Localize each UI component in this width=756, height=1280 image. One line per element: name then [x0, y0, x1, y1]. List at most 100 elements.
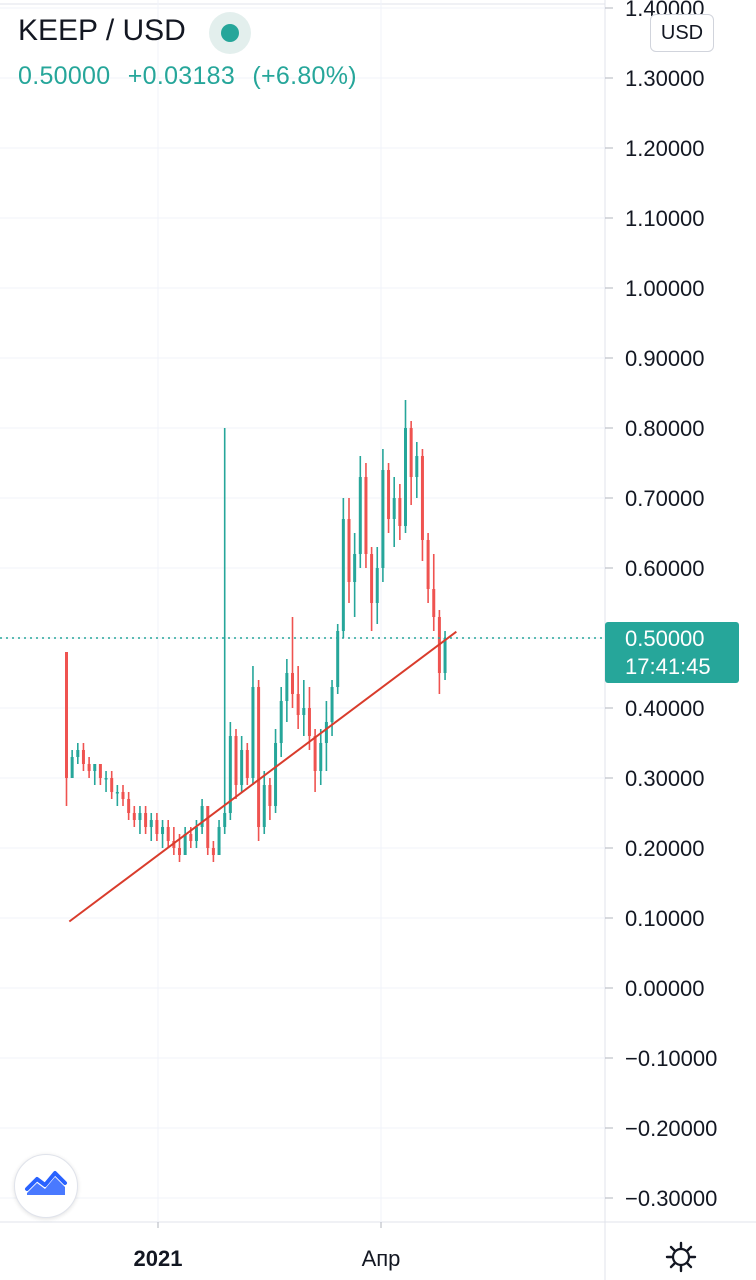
candle-body — [387, 470, 391, 519]
y-tick-label: 0.90000 — [625, 346, 705, 371]
candle-body — [375, 568, 379, 603]
candle-body — [70, 757, 74, 778]
trendline — [68, 630, 457, 923]
y-tick-label: 1.00000 — [625, 276, 705, 301]
candle-body — [262, 785, 266, 827]
candle-body — [194, 827, 198, 841]
candle-body — [392, 498, 396, 519]
y-tick-label: −0.20000 — [625, 1116, 717, 1141]
candle-body — [138, 813, 142, 820]
market-status-indicator[interactable] — [209, 12, 251, 54]
settings-button[interactable] — [664, 1240, 698, 1274]
candle-body — [291, 673, 294, 694]
candle-body — [274, 743, 278, 806]
candle-body — [330, 687, 334, 722]
candle-body — [172, 841, 176, 848]
y-tick-label: −0.10000 — [625, 1046, 717, 1071]
y-tick-label: 1.20000 — [625, 136, 705, 161]
candle-body — [223, 813, 227, 827]
candle-body — [121, 792, 125, 799]
y-tick-label: 0.20000 — [625, 836, 705, 861]
symbol-title[interactable]: KEEP / USD — [18, 14, 186, 47]
candle-body — [76, 750, 80, 757]
candle-body — [115, 792, 119, 794]
candle-body — [257, 687, 261, 827]
candle-body — [217, 827, 221, 855]
candle-body — [353, 554, 357, 582]
candle-body — [336, 631, 340, 687]
candle-body — [409, 428, 413, 477]
candle-body — [319, 743, 323, 771]
candle-body — [132, 813, 136, 820]
candle-body — [149, 820, 153, 827]
candle-body — [144, 813, 148, 827]
candle-body — [178, 848, 181, 855]
candle-body — [370, 554, 374, 603]
candle-body — [251, 687, 255, 778]
market-open-dot-icon — [221, 24, 239, 42]
candle-body — [341, 519, 345, 631]
candle-body — [404, 428, 407, 526]
candle-body — [98, 764, 102, 778]
candle-body — [189, 834, 193, 841]
candle-body — [81, 750, 85, 764]
candle-body — [234, 736, 238, 785]
price-change: +0.03183 — [127, 62, 236, 90]
y-tick-label: 0.60000 — [625, 556, 705, 581]
candle-body — [279, 701, 283, 743]
y-tick-label: 1.30000 — [625, 66, 705, 91]
candle-body — [347, 519, 351, 582]
candle-body — [211, 848, 215, 855]
candle-body — [381, 470, 385, 568]
candle-body — [420, 456, 424, 540]
candle-body — [155, 820, 159, 834]
candle-body — [302, 708, 306, 715]
candle-body — [87, 764, 91, 771]
price-badge — [605, 622, 739, 683]
gear-icon — [665, 1241, 697, 1273]
candle-body — [268, 785, 272, 806]
candle-body — [127, 799, 131, 813]
candle-body — [65, 652, 68, 778]
y-tick-label: 0.30000 — [625, 766, 705, 791]
candle-body — [161, 827, 165, 834]
candle-body — [104, 778, 108, 780]
candle-body — [443, 638, 447, 673]
candle-body — [245, 750, 249, 778]
y-tick-label: 0.80000 — [625, 416, 705, 441]
currency-button[interactable]: USD — [650, 14, 714, 52]
candle-body — [358, 477, 362, 554]
price-change-percent: (+6.80%) — [252, 62, 357, 90]
candle-body — [166, 827, 170, 841]
candle-body — [240, 750, 244, 785]
price-badge-countdown: 17:41:45 — [625, 654, 711, 679]
candle-body — [324, 722, 328, 743]
y-tick-label: 0.00000 — [625, 976, 705, 1001]
y-tick-label: 0.40000 — [625, 696, 705, 721]
candle-body — [415, 456, 419, 477]
candle-body — [296, 694, 300, 715]
candle-body — [313, 736, 317, 771]
candle-body — [307, 708, 311, 736]
x-tick-label: Апр — [362, 1246, 401, 1271]
candle-body — [285, 673, 289, 701]
candle-body — [110, 778, 114, 792]
candle-body — [228, 736, 232, 813]
candle-body — [426, 540, 430, 589]
price-badge-value: 0.50000 — [625, 626, 705, 651]
candle-body — [432, 589, 436, 617]
y-tick-label: −0.30000 — [625, 1186, 717, 1211]
tradingview-logo-icon — [25, 1171, 67, 1195]
y-tick-label: 0.70000 — [625, 486, 705, 511]
candle-body — [183, 834, 187, 855]
candle-body — [206, 806, 210, 848]
candle-body — [93, 764, 97, 771]
candle-body — [364, 477, 368, 554]
candle-body — [398, 498, 402, 526]
price-quote: 0.50000 +0.03183 (+6.80%) — [18, 62, 367, 91]
last-price: 0.50000 — [18, 62, 111, 90]
y-tick-label: 0.10000 — [625, 906, 705, 931]
y-tick-label: 1.10000 — [625, 206, 705, 231]
tradingview-logo-button[interactable] — [14, 1154, 78, 1218]
